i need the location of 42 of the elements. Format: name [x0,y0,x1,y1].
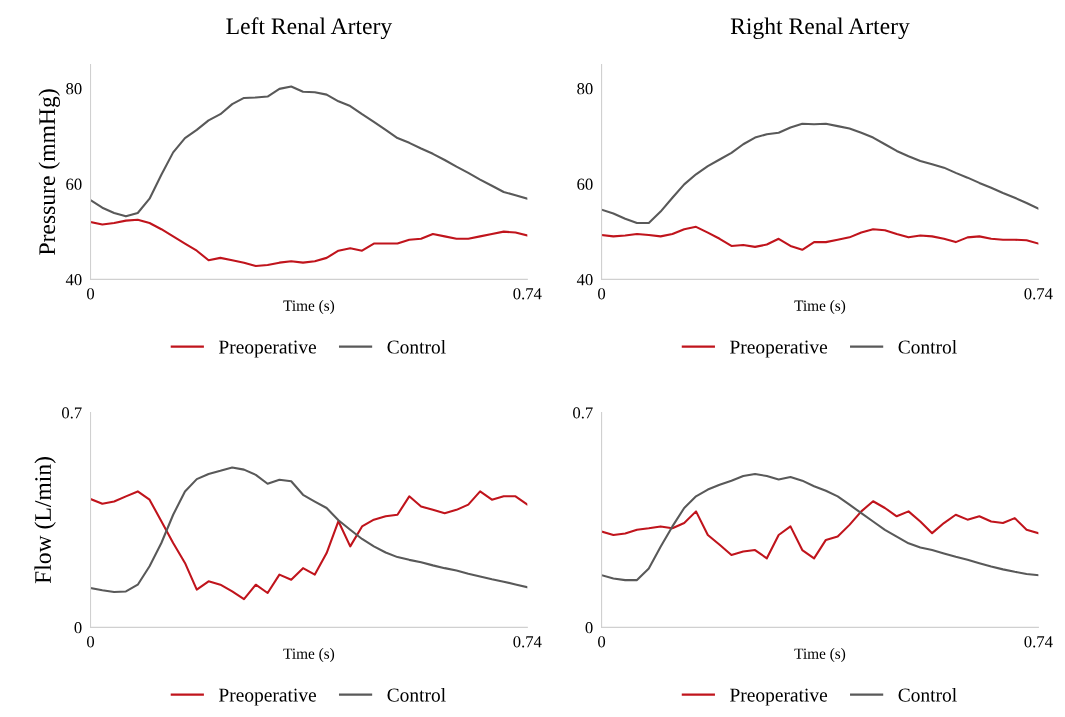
chart-title: Left Renal Artery [226,17,393,40]
line-series [90,466,528,594]
y-tick-label: 40 [65,274,82,286]
line-series [601,500,1039,560]
line-series [601,225,1039,251]
chart-title: Right Renal Artery [730,17,910,40]
x-tick-label: 0.74 [1024,636,1053,648]
y-tick-label: 60 [66,178,82,190]
x-tick-label: 0 [598,636,606,648]
x-tick-label: 0 [86,288,95,300]
legend-label: Preoperative [218,340,316,358]
legend-label: Control [898,339,957,354]
x-axis-title: Time (s) [283,300,335,314]
y-tick-label: 0 [585,622,593,634]
y-axis-title: Pressure (mmHg) [38,89,60,255]
y-tick-label: 0 [74,622,82,634]
legend-label: Control [898,687,957,702]
x-tick-label: 0.74 [1024,288,1053,300]
x-axis-title: Time (s) [794,648,846,662]
line-series [90,218,528,268]
x-tick-label: 0.74 [513,288,542,300]
y-tick-label: 0.7 [573,407,593,419]
x-tick-label: 0.74 [513,636,542,648]
x-tick-label: 0 [598,288,606,300]
line-series [601,122,1039,225]
legend-label: Control [387,339,446,354]
y-tick-label: 80 [577,83,593,95]
y-tick-label: 40 [576,274,593,286]
y-tick-label: 60 [577,178,593,190]
legend-label: Control [387,687,446,702]
x-axis-title: Time (s) [794,300,846,314]
legend-label: Preoperative [730,340,828,358]
y-tick-label: 0.7 [61,407,82,419]
legend-label: Preoperative [218,688,316,706]
y-axis-title: Flow (L/min) [34,457,56,584]
line-series [601,472,1039,582]
line-series [90,85,528,218]
line-series [90,490,528,601]
legend-label: Preoperative [730,688,828,706]
x-axis-title: Time (s) [283,648,335,662]
x-tick-label: 0 [86,636,95,648]
y-tick-label: 80 [66,83,82,95]
